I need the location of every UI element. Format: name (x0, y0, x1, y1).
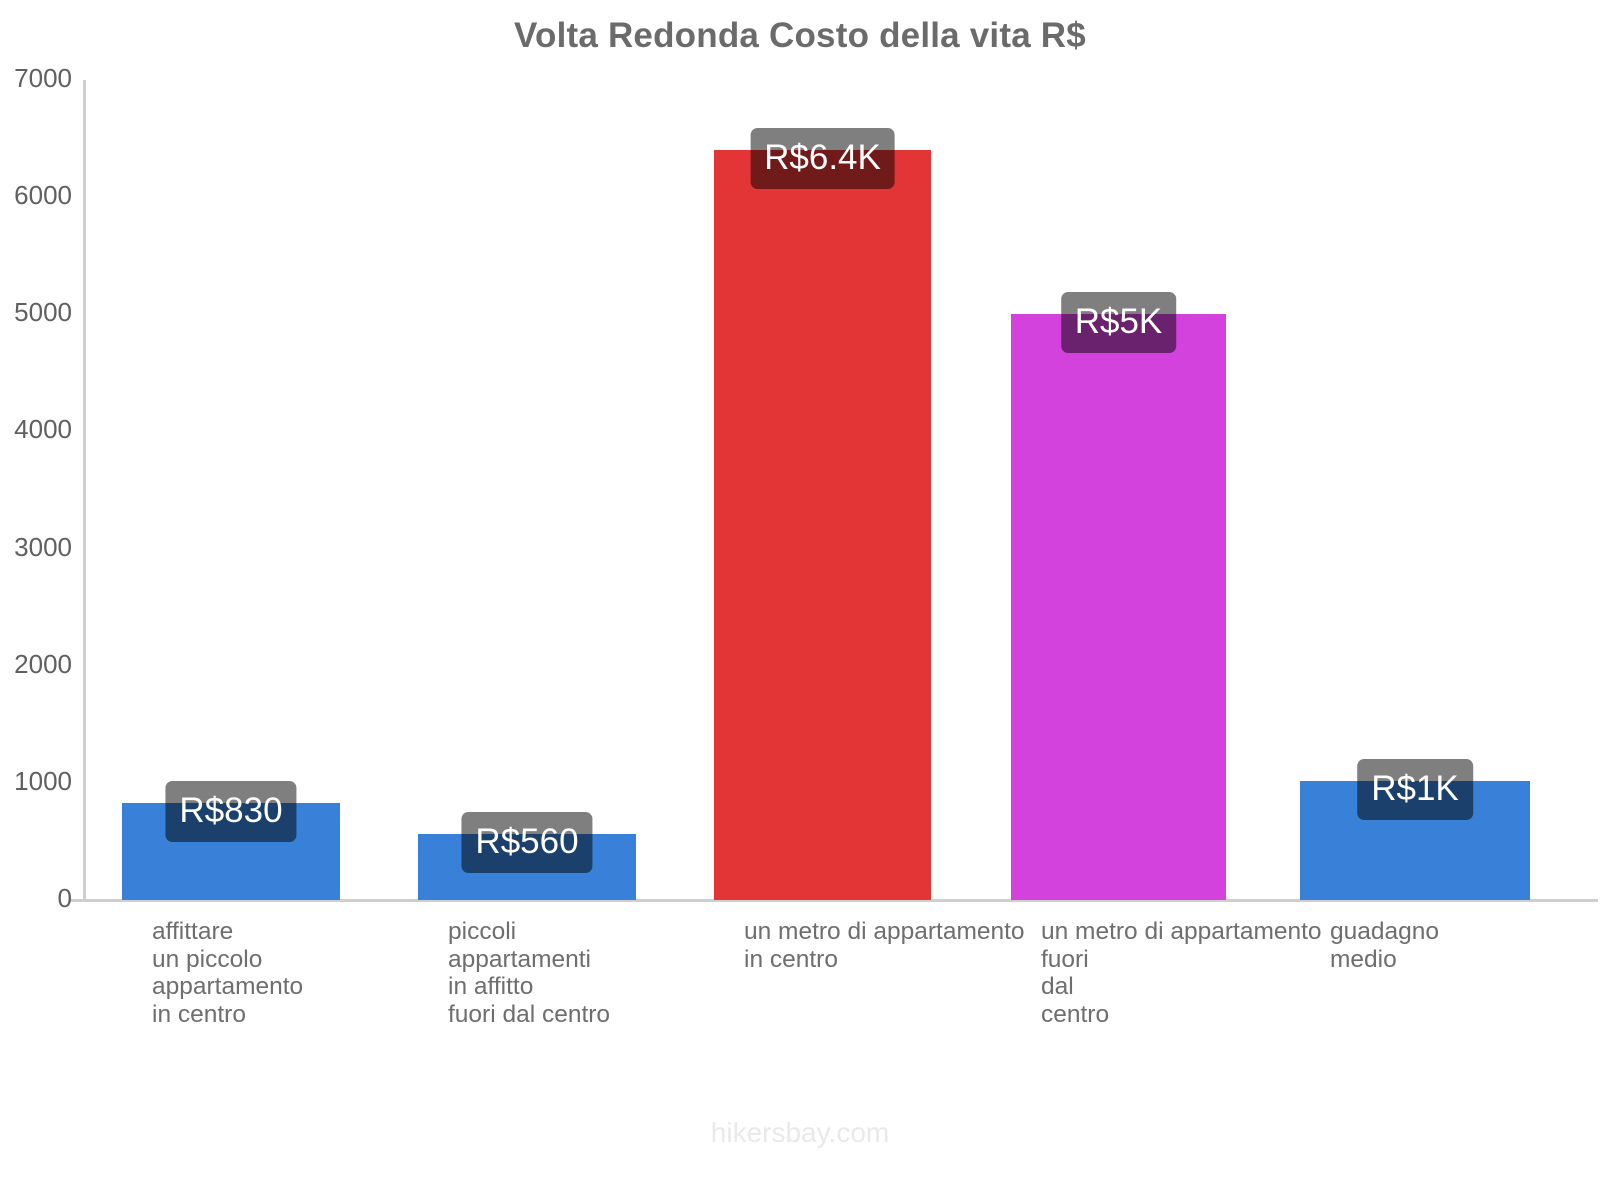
watermark-text: hikersbay.com (710, 1117, 890, 1148)
x-axis-line (70, 899, 1598, 902)
x-axis-category-label: affittare un piccolo appartamento in cen… (152, 918, 304, 1028)
y-axis-tick-label: 4000 (14, 414, 72, 445)
x-axis-category-label: piccoli appartamenti in affitto fuori da… (448, 918, 611, 1028)
bar-value-label: R$830 (165, 780, 297, 842)
bar-value-label: R$5K (1060, 292, 1177, 354)
y-axis-line (83, 80, 86, 900)
bars-layer (0, 80, 1600, 900)
y-axis-tick-label: 3000 (14, 531, 72, 562)
y-axis-tick-label: 1000 (14, 765, 72, 796)
x-axis-category-label: guadagno medio (1330, 918, 1440, 973)
bar-value-label: R$560 (461, 812, 593, 874)
x-axis-category-label: un metro di appartamento in centro (744, 918, 1025, 973)
x-axis-category-label: un metro di appartamento fuori dal centr… (1041, 918, 1322, 1028)
y-axis-tick-label: 5000 (14, 297, 72, 328)
bar-value-label: R$6.4K (750, 128, 895, 190)
y-axis-tick-label: 2000 (14, 648, 72, 679)
bar[interactable] (714, 150, 931, 900)
bar[interactable] (1011, 314, 1226, 900)
plot-area: 0 1000 2000 3000 4000 5000 6000 7000 R$830 R$560… (0, 63, 1600, 913)
y-axis-tick-label: 0 (57, 883, 72, 913)
bar-value-label: R$1K (1357, 758, 1473, 820)
chart-title: Volta Redonda Costo della vita R$ (514, 16, 1086, 55)
y-axis-tick-label: 7000 (14, 63, 72, 93)
x-axis-category-labels: affittare un piccolo appartamento in cen… (0, 918, 1600, 1058)
y-axis-tick-label: 6000 (14, 180, 72, 211)
